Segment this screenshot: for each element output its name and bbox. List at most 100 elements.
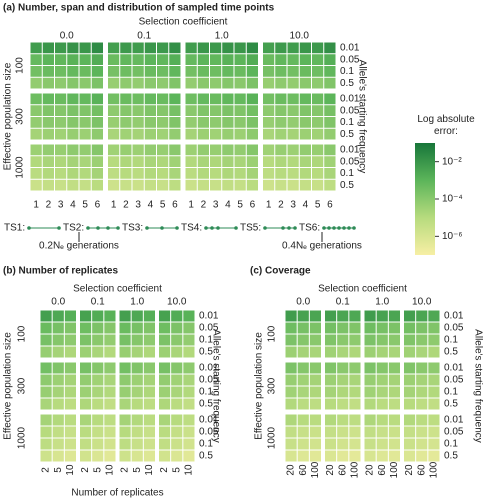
cell — [79, 77, 91, 89]
row-label: 0.05 — [340, 105, 360, 116]
cell — [285, 426, 297, 438]
scheme-label: TS6: — [299, 223, 320, 234]
cell — [388, 438, 400, 450]
cell — [40, 362, 52, 374]
column-label: 100 — [429, 461, 440, 478]
cell — [183, 346, 195, 358]
cell — [404, 334, 416, 346]
cell — [108, 54, 120, 65]
y2-title: Allele's starting frequency — [356, 60, 367, 174]
cell — [364, 386, 376, 398]
cell — [64, 426, 76, 438]
cell — [119, 426, 131, 438]
column-label: 4 — [303, 200, 309, 211]
cell — [287, 179, 299, 191]
scheme-label: TS4: — [181, 223, 202, 234]
cell — [404, 374, 416, 386]
cell — [246, 105, 258, 116]
cell — [299, 179, 311, 191]
cell — [159, 322, 171, 334]
cell — [119, 386, 131, 398]
scheme-dot — [234, 226, 238, 230]
cell — [285, 310, 297, 322]
cell — [55, 168, 67, 179]
cell — [55, 42, 67, 54]
column-group-label: 0.0 — [60, 31, 74, 42]
cell — [222, 179, 234, 191]
cell — [91, 168, 103, 179]
cell — [222, 93, 234, 105]
cell — [183, 334, 195, 346]
cell — [80, 386, 92, 398]
column-group-label: 10.0 — [167, 297, 187, 308]
cell — [55, 144, 67, 156]
cell — [64, 450, 76, 462]
cell — [108, 179, 120, 191]
column-label: 6 — [95, 200, 101, 211]
cell — [364, 310, 376, 322]
cell — [197, 66, 209, 77]
cell — [92, 322, 104, 334]
cell — [337, 322, 349, 334]
cell — [197, 105, 209, 116]
cell — [234, 105, 246, 116]
scheme-dot — [322, 226, 326, 230]
cell — [312, 168, 324, 179]
cell — [144, 168, 156, 179]
cell — [416, 322, 428, 334]
cell — [42, 66, 54, 77]
cell — [157, 156, 169, 167]
cell — [325, 322, 337, 334]
cell — [171, 450, 183, 462]
cell — [297, 310, 309, 322]
cell — [91, 144, 103, 156]
cell — [169, 144, 181, 156]
cell — [169, 93, 181, 105]
cell — [337, 414, 349, 426]
cell — [132, 42, 144, 54]
cell — [222, 117, 234, 128]
cell — [325, 310, 337, 322]
cell — [287, 156, 299, 167]
cell — [171, 346, 183, 358]
cell — [67, 168, 79, 179]
row-label: 0.1 — [444, 335, 458, 346]
cell — [428, 438, 440, 450]
cell — [275, 105, 287, 116]
cell — [104, 398, 116, 410]
cell — [309, 374, 321, 386]
cell — [325, 414, 337, 426]
y-title: Effective population size — [254, 332, 265, 440]
cell — [144, 105, 156, 116]
cell — [169, 156, 181, 167]
scheme-dot — [204, 226, 208, 230]
cell — [388, 334, 400, 346]
cell — [131, 346, 143, 358]
cell — [299, 128, 311, 140]
cell — [376, 438, 388, 450]
panel-title: (c) Coverage — [250, 266, 311, 277]
row-label: 0.01 — [340, 145, 360, 156]
cell — [285, 374, 297, 386]
cell — [183, 322, 195, 334]
cell — [120, 144, 132, 156]
cell — [275, 117, 287, 128]
cell — [349, 386, 361, 398]
cell — [287, 117, 299, 128]
cell — [171, 374, 183, 386]
column-label: 5 — [82, 200, 88, 211]
column-label: 5 — [237, 200, 243, 211]
cell — [325, 438, 337, 450]
cell — [79, 66, 91, 77]
row-label: 0.1 — [444, 387, 458, 398]
cell — [234, 117, 246, 128]
cell — [80, 426, 92, 438]
column-label: 1 — [111, 200, 117, 211]
cell — [324, 156, 336, 167]
column-group-label: 0.1 — [336, 297, 350, 308]
cell — [131, 334, 143, 346]
cell — [325, 450, 337, 462]
cell — [337, 426, 349, 438]
cell — [428, 310, 440, 322]
cell — [30, 128, 42, 140]
